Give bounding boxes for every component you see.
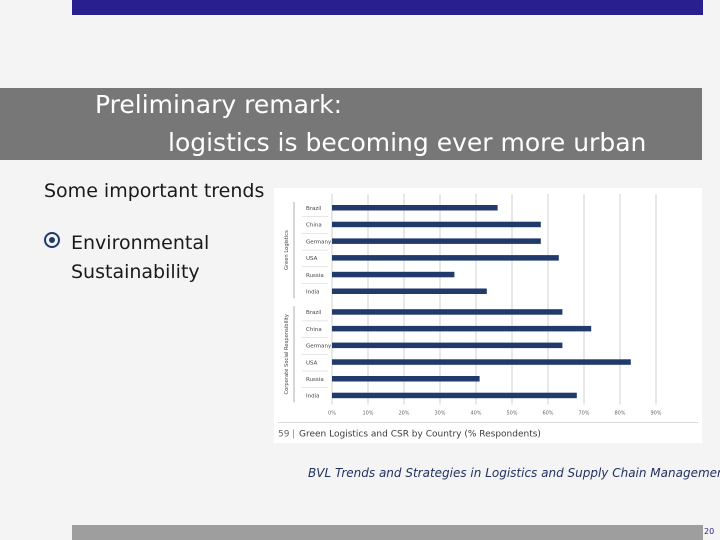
- bar: [332, 392, 577, 399]
- caption-number: 59: [278, 429, 290, 439]
- x-tick-label: 90%: [650, 410, 661, 416]
- bar: [332, 221, 541, 228]
- x-tick-label: 30%: [434, 410, 445, 416]
- x-tick-label: 70%: [578, 410, 589, 416]
- category-label: USA: [306, 360, 318, 366]
- chart-container: 0% 10% 20% 30% 40% 50% 60% 70% 80% 90% Green Logis…: [274, 188, 702, 443]
- bar: [332, 205, 498, 211]
- category-label: India: [306, 394, 320, 400]
- x-tick-label: 0%: [328, 410, 336, 416]
- chart-title: Green Logistics and CSR by Country (% Re…: [299, 429, 541, 439]
- bar: [332, 376, 480, 382]
- bar: [332, 309, 563, 315]
- caption-divider: |: [292, 429, 295, 439]
- top-accent-bar: [72, 0, 703, 15]
- page-number: 20: [704, 527, 715, 536]
- target-bullet-icon: [44, 232, 60, 248]
- category-label: Brazil: [306, 310, 322, 316]
- category-label: Germany: [306, 344, 332, 350]
- category-label: China: [306, 327, 322, 333]
- category-label: China: [306, 223, 322, 229]
- x-tick-label: 50%: [506, 410, 517, 416]
- x-tick-label: 40%: [470, 410, 481, 416]
- x-tick-label: 10%: [362, 410, 373, 416]
- bar: [332, 238, 541, 244]
- x-tick-label: 20%: [398, 410, 409, 416]
- slide-title-line1: Preliminary remark:: [95, 90, 343, 119]
- bullet-text: Environmental Sustainability: [71, 232, 210, 283]
- source-citation: BVL Trends and Strategies in Logistics a…: [308, 466, 720, 480]
- x-tick-label: 80%: [614, 410, 625, 416]
- bottom-bar: [72, 525, 703, 540]
- slide-title-line2: logistics is becoming ever more urban: [168, 128, 647, 157]
- x-tick-label: 60%: [542, 410, 553, 416]
- category-label: Russia: [306, 377, 324, 383]
- bar: [332, 342, 563, 349]
- category-label: Brazil: [306, 206, 322, 212]
- bar: [332, 255, 559, 261]
- category-label: India: [306, 290, 320, 296]
- title-band: [0, 88, 702, 160]
- group-label: Corporate Social Responsibility: [284, 314, 290, 395]
- bar: [332, 271, 455, 278]
- category-label: Germany: [306, 239, 332, 245]
- bar-chart: 0% 10% 20% 30% 40% 50% 60% 70% 80% 90% Green Logis…: [278, 194, 698, 439]
- category-label: USA: [306, 256, 318, 262]
- bar: [332, 359, 631, 365]
- category-label: Russia: [306, 273, 324, 279]
- group-label: Green Logistics: [284, 230, 290, 270]
- trends-label: Some important trends: [44, 180, 265, 202]
- bar: [332, 325, 592, 332]
- bar: [332, 288, 487, 294]
